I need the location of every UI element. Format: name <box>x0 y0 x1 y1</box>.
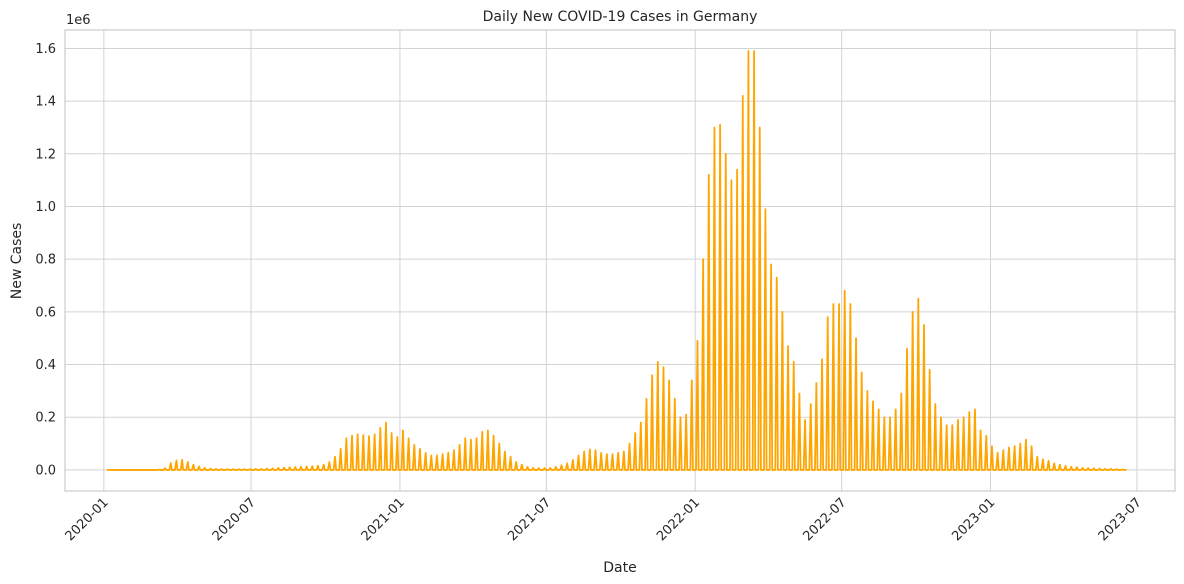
series-line-0 <box>107 50 1127 471</box>
y-tick-label: 0.6 <box>35 305 56 320</box>
chart-title: Daily New COVID-19 Cases in Germany <box>483 9 758 25</box>
x-tick-label: 2022-07 <box>800 495 849 544</box>
y-tick-label: 0.0 <box>35 463 56 478</box>
y-tick-label: 0.2 <box>35 411 56 426</box>
x-tick-label: 2020-07 <box>210 495 259 544</box>
x-tick-label: 2023-07 <box>1096 495 1145 544</box>
series-layer <box>107 50 1127 471</box>
plot-frame <box>64 29 1176 492</box>
y-tick-label: 1.4 <box>35 95 56 110</box>
y-tick-label: 1.2 <box>35 147 56 162</box>
x-tick-label: 2021-07 <box>505 495 554 544</box>
y-axis-multiplier-label: 1e6 <box>66 13 91 28</box>
y-tick-label: 1.6 <box>35 42 56 57</box>
y-tick-label: 0.4 <box>35 358 56 373</box>
x-tick-label: 2020-01 <box>63 495 112 544</box>
x-tick-label: 2021-01 <box>359 495 408 544</box>
x-tick-label: 2022-01 <box>654 495 703 544</box>
y-tick-label: 0.8 <box>35 253 56 268</box>
spine-layer <box>64 29 1176 492</box>
x-axis-title: Date <box>603 560 636 576</box>
y-tick-label: 1.0 <box>35 200 56 215</box>
x-tick-label: 2023-01 <box>949 495 998 544</box>
y-axis-title: New Cases <box>9 223 25 300</box>
grid-layer <box>65 30 1175 491</box>
